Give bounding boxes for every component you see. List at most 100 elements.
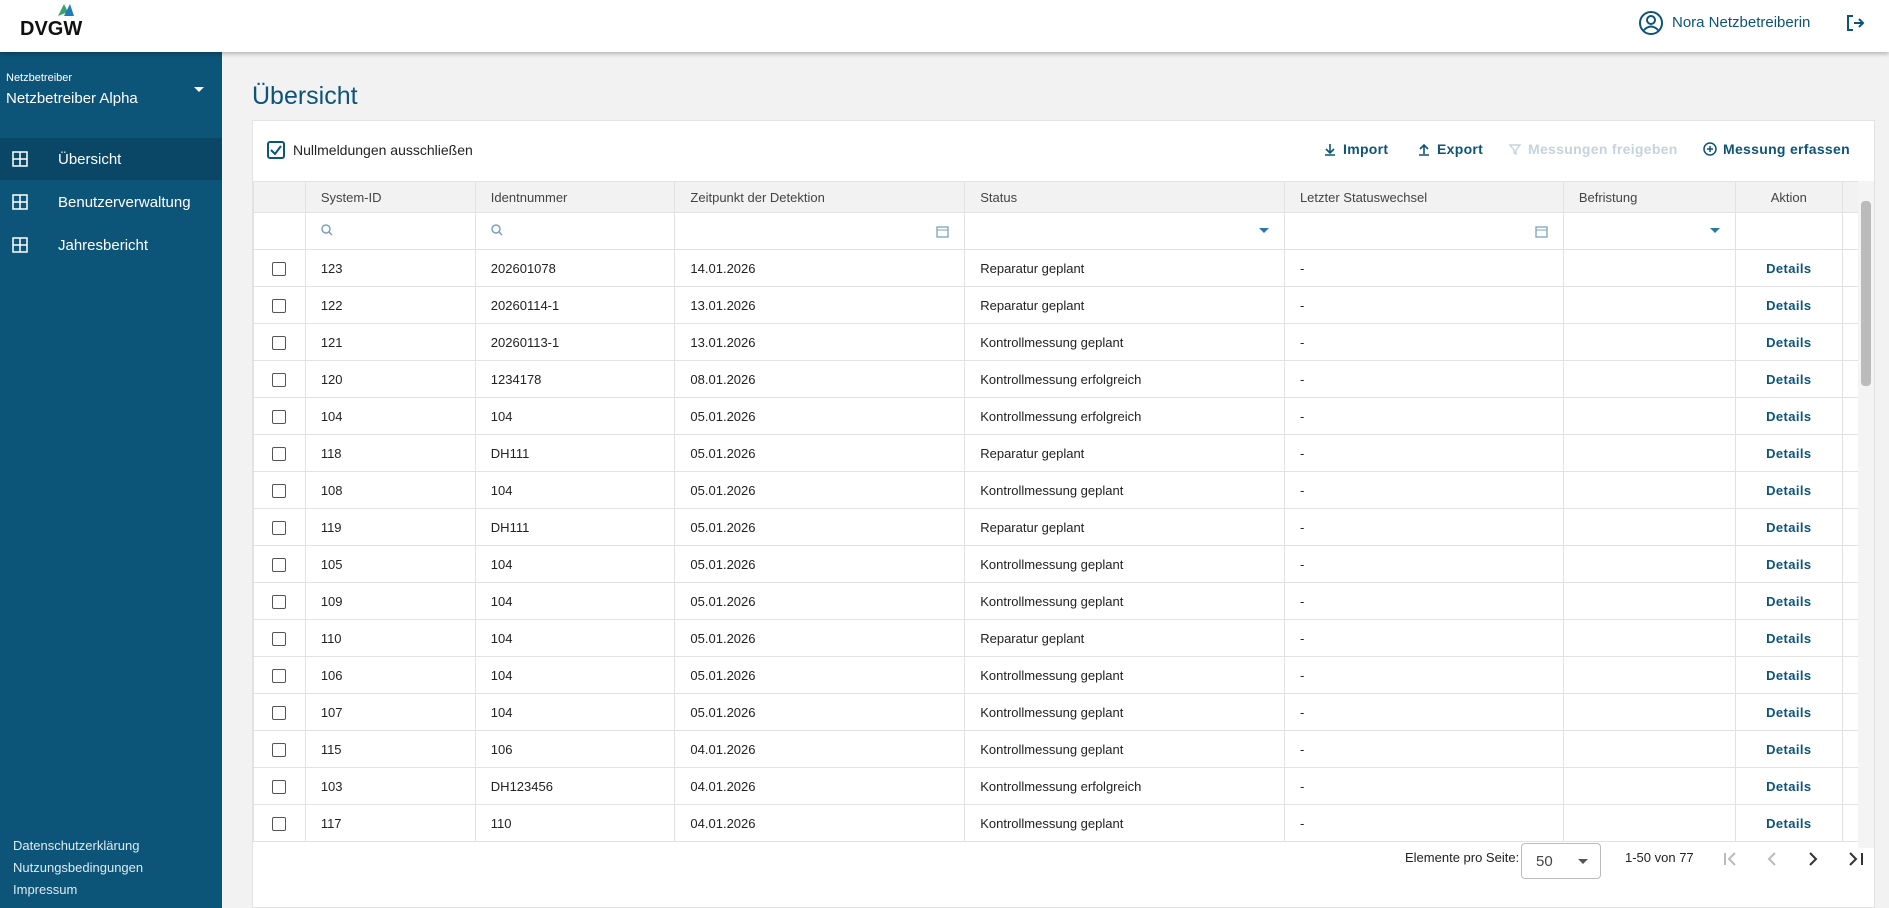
details-link[interactable]: Details (1734, 693, 1843, 731)
filter-cell[interactable] (674, 212, 966, 250)
table-cell: Kontrollmessung erfolgreich (964, 360, 1285, 398)
page-size-select[interactable]: 50 (1521, 843, 1601, 879)
nav-item[interactable]: Jahresbericht (0, 224, 222, 266)
table-cell (1562, 545, 1736, 583)
table-cell: 104 (474, 397, 676, 435)
logo-mark (58, 4, 74, 16)
button-label: Messungen freigeben (1528, 141, 1678, 157)
table-cell: 104 (474, 582, 676, 620)
row-checkbox[interactable] (272, 705, 287, 720)
pager-buttons[interactable] (1713, 849, 1873, 869)
toolbar-button[interactable]: Import (1323, 141, 1388, 157)
table-row: 103 DH123456 04.01.2026 Kontrollmessung erf… (253, 767, 1875, 805)
details-link[interactable]: Details (1734, 730, 1843, 768)
details-link[interactable]: Details (1734, 804, 1843, 842)
table-cell: 117 (304, 804, 476, 842)
details-link[interactable]: Details (1734, 397, 1843, 435)
table-cell: Kontrollmessung geplant (964, 730, 1285, 768)
details-link[interactable]: Details (1734, 656, 1843, 694)
table-row: 109 104 05.01.2026 Kontrollmessung geplant -… (253, 582, 1875, 620)
table-cell: 20260114-1 (474, 286, 676, 324)
org-label: Netzbetreiber (6, 72, 73, 84)
table-cell (1562, 471, 1736, 509)
details-link[interactable]: Details (1734, 582, 1843, 620)
toolbar-button[interactable]: Messungen freigeben (1508, 141, 1678, 157)
button-label: Import (1343, 141, 1389, 157)
row-checkbox[interactable] (272, 483, 287, 498)
table-cell: 118 (304, 434, 476, 472)
table-cell (1562, 360, 1736, 398)
filter-cell[interactable] (304, 212, 476, 250)
header-cell: Identnummer (474, 181, 676, 213)
footer-link[interactable]: Datenschutzerklärung (13, 838, 140, 853)
row-checkbox[interactable] (272, 409, 287, 424)
user-name[interactable]: Nora Netzbetreiberin (1672, 14, 1811, 31)
table-row: 119 DH111 05.01.2026 Reparatur geplant - Deta… (253, 508, 1875, 546)
row-checkbox[interactable] (272, 816, 287, 831)
row-checkbox[interactable] (272, 594, 287, 609)
table-cell: 120 (304, 360, 476, 398)
scrollbar[interactable] (1858, 181, 1874, 848)
org-name[interactable]: Netzbetreiber Alpha (6, 90, 138, 107)
table-cell: Reparatur geplant (964, 434, 1285, 472)
header-cell: Status (964, 181, 1285, 213)
toolbar-button[interactable]: Export (1417, 141, 1483, 157)
row-checkbox[interactable] (272, 668, 287, 683)
header-cell: Zeitpunkt der Detektion (674, 181, 966, 213)
row-checkbox-cell (253, 471, 306, 509)
logout-icon[interactable] (1845, 13, 1865, 33)
details-link[interactable]: Details (1734, 767, 1843, 805)
details-link[interactable]: Details (1734, 471, 1843, 509)
nav-label: Benutzerverwaltung (58, 193, 191, 211)
nav-item[interactable]: Benutzerverwaltung (0, 181, 222, 223)
toolbar-button[interactable]: Messung erfassen (1703, 141, 1850, 157)
details-link[interactable]: Details (1734, 286, 1843, 324)
row-checkbox-cell (253, 286, 306, 324)
table-row: 115 106 04.01.2026 Kontrollmessung geplant -… (253, 730, 1875, 768)
row-checkbox-cell (253, 693, 306, 731)
filter-cell[interactable] (1562, 212, 1736, 250)
table-cell: - (1283, 471, 1564, 509)
filter-cell[interactable] (1283, 212, 1564, 250)
logo[interactable]: DVGW (20, 18, 83, 40)
table-cell (1562, 508, 1736, 546)
table-cell: - (1283, 508, 1564, 546)
details-link[interactable]: Details (1734, 545, 1843, 583)
details-link[interactable]: Details (1734, 360, 1843, 398)
row-checkbox[interactable] (272, 742, 287, 757)
row-checkbox[interactable] (272, 520, 287, 535)
row-checkbox[interactable] (272, 631, 287, 646)
footer-link[interactable]: Impressum (13, 882, 78, 897)
row-checkbox[interactable] (272, 779, 287, 794)
table-cell: - (1283, 804, 1564, 842)
row-checkbox[interactable] (272, 372, 287, 387)
table-cell: - (1283, 360, 1564, 398)
table-cell: 104 (474, 619, 676, 657)
details-link[interactable]: Details (1734, 434, 1843, 472)
details-link[interactable]: Details (1734, 508, 1843, 546)
row-checkbox[interactable] (272, 335, 287, 350)
filter-cell[interactable] (474, 212, 676, 250)
dropdown-icon[interactable] (193, 86, 205, 94)
details-link[interactable]: Details (1734, 249, 1843, 287)
filter-row (253, 212, 1875, 250)
details-link[interactable]: Details (1734, 619, 1843, 657)
table-cell: - (1283, 582, 1564, 620)
footer-link[interactable]: Nutzungsbedingungen (13, 860, 144, 875)
row-checkbox[interactable] (272, 261, 287, 276)
table-cell (1562, 286, 1736, 324)
table-cell: Kontrollmessung geplant (964, 582, 1285, 620)
row-checkbox[interactable] (272, 446, 287, 461)
checkbox-checked[interactable] (267, 141, 285, 159)
filter-cell[interactable] (964, 212, 1285, 250)
row-checkbox[interactable] (272, 557, 287, 572)
details-link[interactable]: Details (1734, 323, 1843, 361)
table-cell: - (1283, 767, 1564, 805)
table-cell: 04.01.2026 (674, 767, 966, 805)
table-cell: 05.01.2026 (674, 582, 966, 620)
nav-item[interactable]: Übersicht (0, 138, 222, 180)
row-checkbox[interactable] (272, 298, 287, 313)
table-cell: Kontrollmessung geplant (964, 545, 1285, 583)
row-checkbox-cell (253, 249, 306, 287)
